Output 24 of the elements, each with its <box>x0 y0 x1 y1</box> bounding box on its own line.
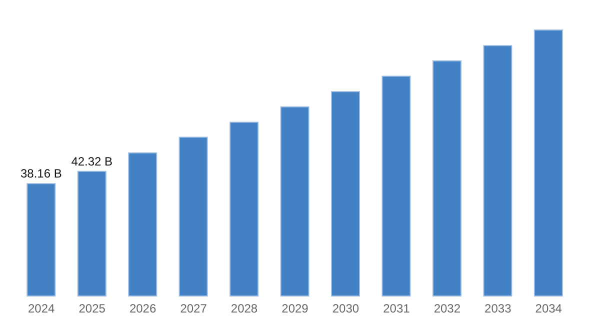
x-tick-label: 2024 <box>28 302 56 316</box>
x-tick-label: 2027 <box>180 302 208 316</box>
bar <box>128 152 158 296</box>
x-tick-label: 2030 <box>332 302 360 316</box>
x-tick-label: 2033 <box>484 302 512 316</box>
bar <box>77 170 106 296</box>
bar <box>178 136 208 296</box>
x-tick-label: 2028 <box>230 302 258 316</box>
bar <box>230 122 259 296</box>
bar <box>382 76 411 296</box>
x-tick-label: 2032 <box>434 302 461 316</box>
bar <box>331 91 360 296</box>
bar <box>26 183 56 296</box>
bar <box>432 60 462 296</box>
x-tick-label: 2026 <box>129 302 156 316</box>
x-tick-label: 2025 <box>78 302 106 316</box>
x-tick-label: 2031 <box>383 302 410 316</box>
bar <box>280 106 310 296</box>
x-tick-label: 2034 <box>535 302 562 316</box>
bar <box>534 30 563 296</box>
bar <box>483 45 512 296</box>
data-label: 42.32 B <box>71 154 113 168</box>
x-tick-label: 2029 <box>282 302 309 316</box>
data-label: 38.16 B <box>20 166 62 181</box>
